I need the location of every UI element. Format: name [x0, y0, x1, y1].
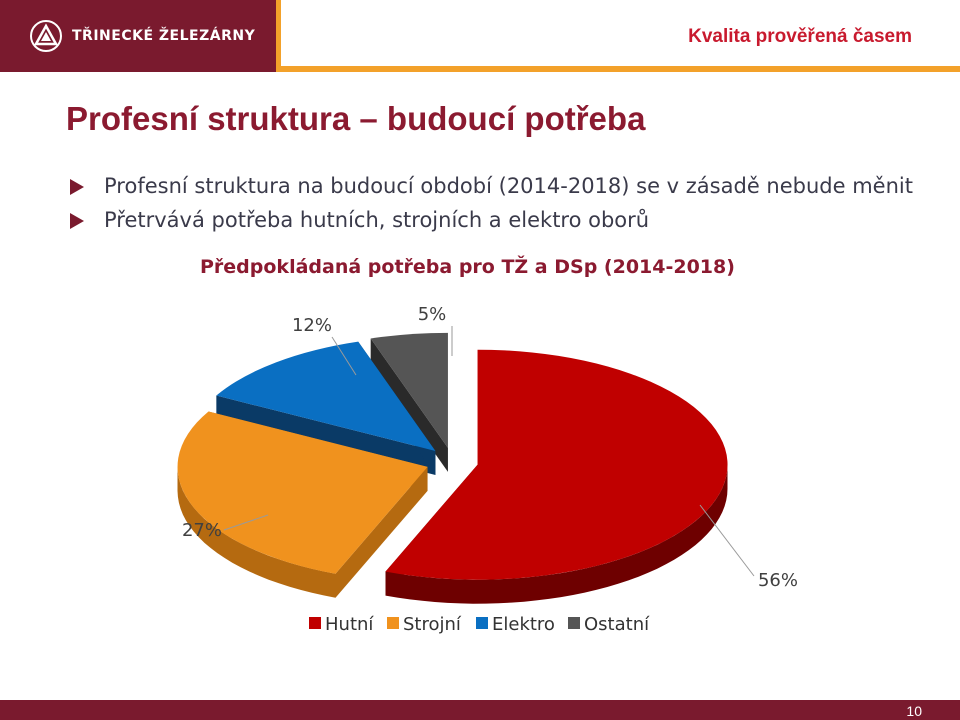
header-brand-panel: TŘINECKÉ ŽELEZÁRNY: [0, 0, 276, 72]
legend-label: Ostatní: [584, 614, 650, 635]
slice-top: [177, 411, 428, 574]
header-accent-line: [281, 66, 960, 72]
data-label: 12%: [292, 315, 332, 336]
legend-label: Strojní: [403, 614, 462, 635]
label-leader-line: [331, 336, 357, 376]
pie-slice-ostatní: [370, 332, 448, 472]
page-title: Profesní struktura – budoucí potřeba: [66, 100, 646, 137]
bullet-item: Profesní struktura na budoucí období (20…: [70, 172, 913, 206]
legend-label: Hutní: [325, 614, 374, 635]
slice-top: [370, 332, 448, 448]
slice-wall: [335, 466, 428, 598]
brand-name: TŘINECKÉ ŽELEZÁRNY: [72, 28, 256, 44]
pie-slice-strojní: [177, 411, 428, 598]
data-label: 27%: [182, 520, 222, 541]
legend-swatch: [568, 617, 580, 629]
bullet-item: Přetrvává potřeba hutních, strojních a e…: [70, 206, 913, 240]
legend-swatch: [387, 617, 399, 629]
slice-top: [385, 349, 728, 580]
slice-top: [216, 341, 436, 451]
tagline: Kvalita prověřená časem: [688, 26, 912, 47]
bullet-text: Přetrvává potřeba hutních, strojních a e…: [104, 208, 650, 232]
bullet-triangle-icon: [70, 213, 84, 229]
legend-label: Elektro: [492, 614, 555, 635]
label-leader-line: [223, 514, 269, 531]
chart-title: Předpokládaná potřeba pro TŽ a DSp (2014…: [200, 256, 735, 278]
slice-side: [385, 464, 728, 604]
bullet-text: Profesní struktura na budoucí období (20…: [104, 174, 913, 198]
data-label: 56%: [758, 570, 798, 591]
slice-wall: [370, 338, 448, 472]
legend-swatch: [309, 617, 321, 629]
label-leader-line: [699, 504, 755, 577]
data-label: 5%: [418, 304, 447, 325]
slice-side: [177, 466, 336, 598]
bullet-list: Profesní struktura na budoucí období (20…: [70, 172, 913, 240]
pie-slice-hutní: [385, 349, 728, 604]
page-number: 10: [906, 703, 922, 719]
header-divider: [276, 0, 281, 72]
bullet-triangle-icon: [70, 179, 84, 195]
trinec-logo-icon: [30, 20, 62, 52]
footer-bar: 10: [0, 700, 960, 720]
legend-swatch: [476, 617, 488, 629]
header-tagline-panel: Kvalita prověřená časem: [281, 0, 960, 72]
